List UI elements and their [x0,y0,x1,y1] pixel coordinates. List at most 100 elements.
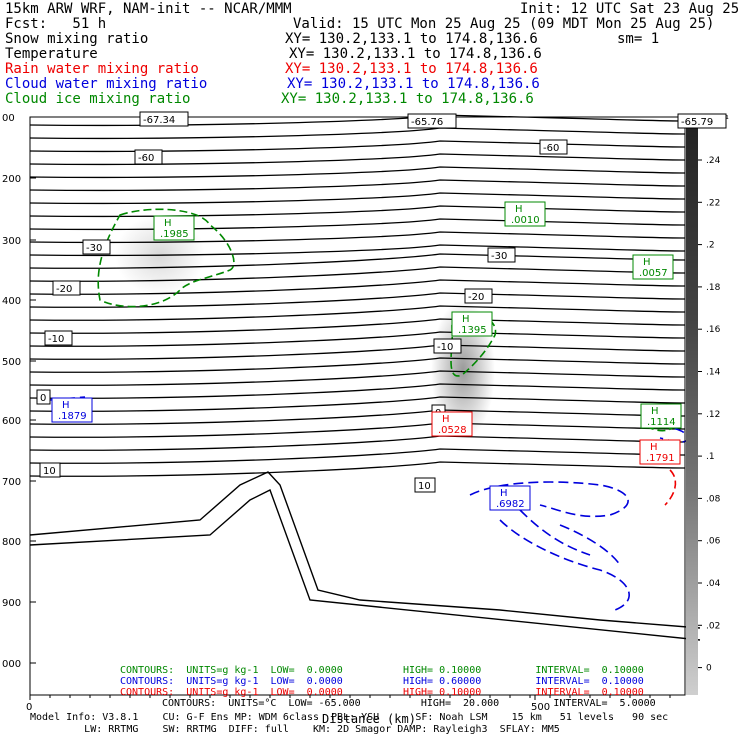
field-name-ice: Cloud ice mixing ratio [5,91,191,107]
isotherm-label-box [677,113,727,129]
isotherm-label-box [39,462,61,478]
maximum-value: .1114 [647,417,676,428]
isotherm-label-box [539,139,568,155]
isotherm-label: -10 [437,342,453,353]
isotherm-line [29,127,686,140]
isotherm-label-box [139,111,189,127]
isotherm-label-box [36,389,51,405]
x-tick-label: 500 [531,702,550,713]
colorbar: .24 .22 .2 .18 .16 .14 .12 .1 .08 .06 .04 .02 0 [686,117,721,695]
maximum-mark: H [651,406,659,417]
isotherm-label: -60 [138,153,154,164]
model-info-line2: LW: RRTMG SW: RRTMG DIFF: full KM: 2D Sm… [30,724,560,735]
maximum-box [489,485,531,511]
maximum-box [153,215,195,241]
maximum-value: .0057 [639,268,668,279]
maximum-box [632,254,674,280]
colorbar-label: .04 [706,579,721,589]
isotherm-label: -10 [48,334,64,345]
isotherm-line [29,344,686,360]
y-tick-label: 600 [2,416,21,427]
maximum-mark: H [442,414,450,425]
maximum-box [451,311,493,337]
isotherm-line [29,383,686,399]
maximum-value: .0010 [511,215,540,226]
rain-contour-right [664,469,677,506]
field-name-snow: Snow mixing ratio [5,31,149,47]
colorbar-label: .14 [706,368,721,378]
colorbar-label: .1 [706,452,715,462]
isotherm-line [29,370,686,386]
isotherm-label-box [464,288,493,304]
isotherm-line [29,318,686,334]
rain-contours [664,469,677,506]
isotherm-label-box [433,338,462,354]
y-tick-label: 000 [2,659,21,670]
isotherm-line [29,140,686,153]
colorbar-label: .08 [706,494,721,504]
isotherm-label-box [44,330,73,346]
init-time: Init: 12 UTC Sat 23 Aug 25 [520,1,740,17]
isotherm-label: -20 [468,292,484,303]
isotherm-label: -20 [56,284,72,295]
isotherm-label-box [407,113,457,129]
isotherm-label: -30 [491,251,507,262]
maximum-box [431,411,473,437]
y-tick-label: 500 [2,357,21,368]
colorbar-label: .22 [706,198,720,208]
maximum-box [51,397,93,423]
colorbar-label: .2 [706,241,715,251]
isotherm-line [29,166,686,179]
colorbar-label: .06 [706,537,721,547]
maximum-value: .1791 [646,453,675,464]
terrain [29,471,701,641]
colorbar-label: .18 [706,283,721,293]
maximum-mark: H [500,488,508,499]
isotherm-line [29,357,686,373]
valid-time: Valid: 15 UTC Mon 25 Aug 25 (09 MDT Mon … [293,16,715,32]
field-name-temp: Temperature [5,46,98,62]
model-title: 15km ARW WRF, NAM-init -- NCAR/MMM [5,1,292,17]
field-xy-snow: XY= 130.2,133.1 to 174.8,136.6 [285,31,538,47]
isotherm-line [29,409,686,425]
field-xy-water: XY= 130.2,133.1 to 174.8,136.6 [287,76,540,92]
maximum-mark: H [643,257,651,268]
maximum-mark: H [62,400,70,411]
isotherm-line [29,292,686,308]
legend-temp: CONTOURS: UNITS=°C LOW= -65.000 HIGH= 20… [162,698,656,709]
isotherm-line [29,279,686,295]
water-contour-main [469,481,630,611]
isotherm-line [29,461,686,477]
terrain-line [29,471,701,629]
maximum-mark: H [515,204,523,215]
isotherm-label: -65.76 [411,117,443,128]
isotherm-label: -67.34 [143,115,175,126]
y-tick-label: 00 [2,113,15,124]
y-tick-label: 700 [2,477,21,488]
colorbar-fill [686,117,698,695]
isotherm-label: 10 [418,481,431,492]
isotherm-label-box [414,477,436,493]
maximum-value: .1879 [58,411,87,422]
y-tick-label: 800 [2,537,21,548]
y-tick-label: 400 [2,296,21,307]
colorbar-label: .16 [706,325,721,335]
y-tick-label: 200 [2,174,21,185]
colorbar-label: 0 [706,664,712,674]
isotherm-line [29,192,686,205]
y-tick-label: 900 [2,598,21,609]
temperature-isotherms [29,114,686,477]
isotherm-line [29,153,686,166]
isotherm-label: -30 [86,243,102,254]
field-xy-rain: XY= 130.2,133.1 to 174.8,136.6 [285,61,538,77]
y-axis: 00 200 300 400 500 600 700 800 900 000 [2,113,36,670]
isotherm-label-box [82,239,111,255]
maximum-mark: H [462,314,470,325]
maximum-value: .6982 [496,499,525,510]
isotherm-line [29,435,686,451]
maximum-value: .0528 [438,425,467,436]
isotherm-line [29,448,686,464]
x-axis: 0 500 [26,695,671,713]
field-xy-temp: XY= 130.2,133.1 to 174.8,136.6 [289,46,542,62]
